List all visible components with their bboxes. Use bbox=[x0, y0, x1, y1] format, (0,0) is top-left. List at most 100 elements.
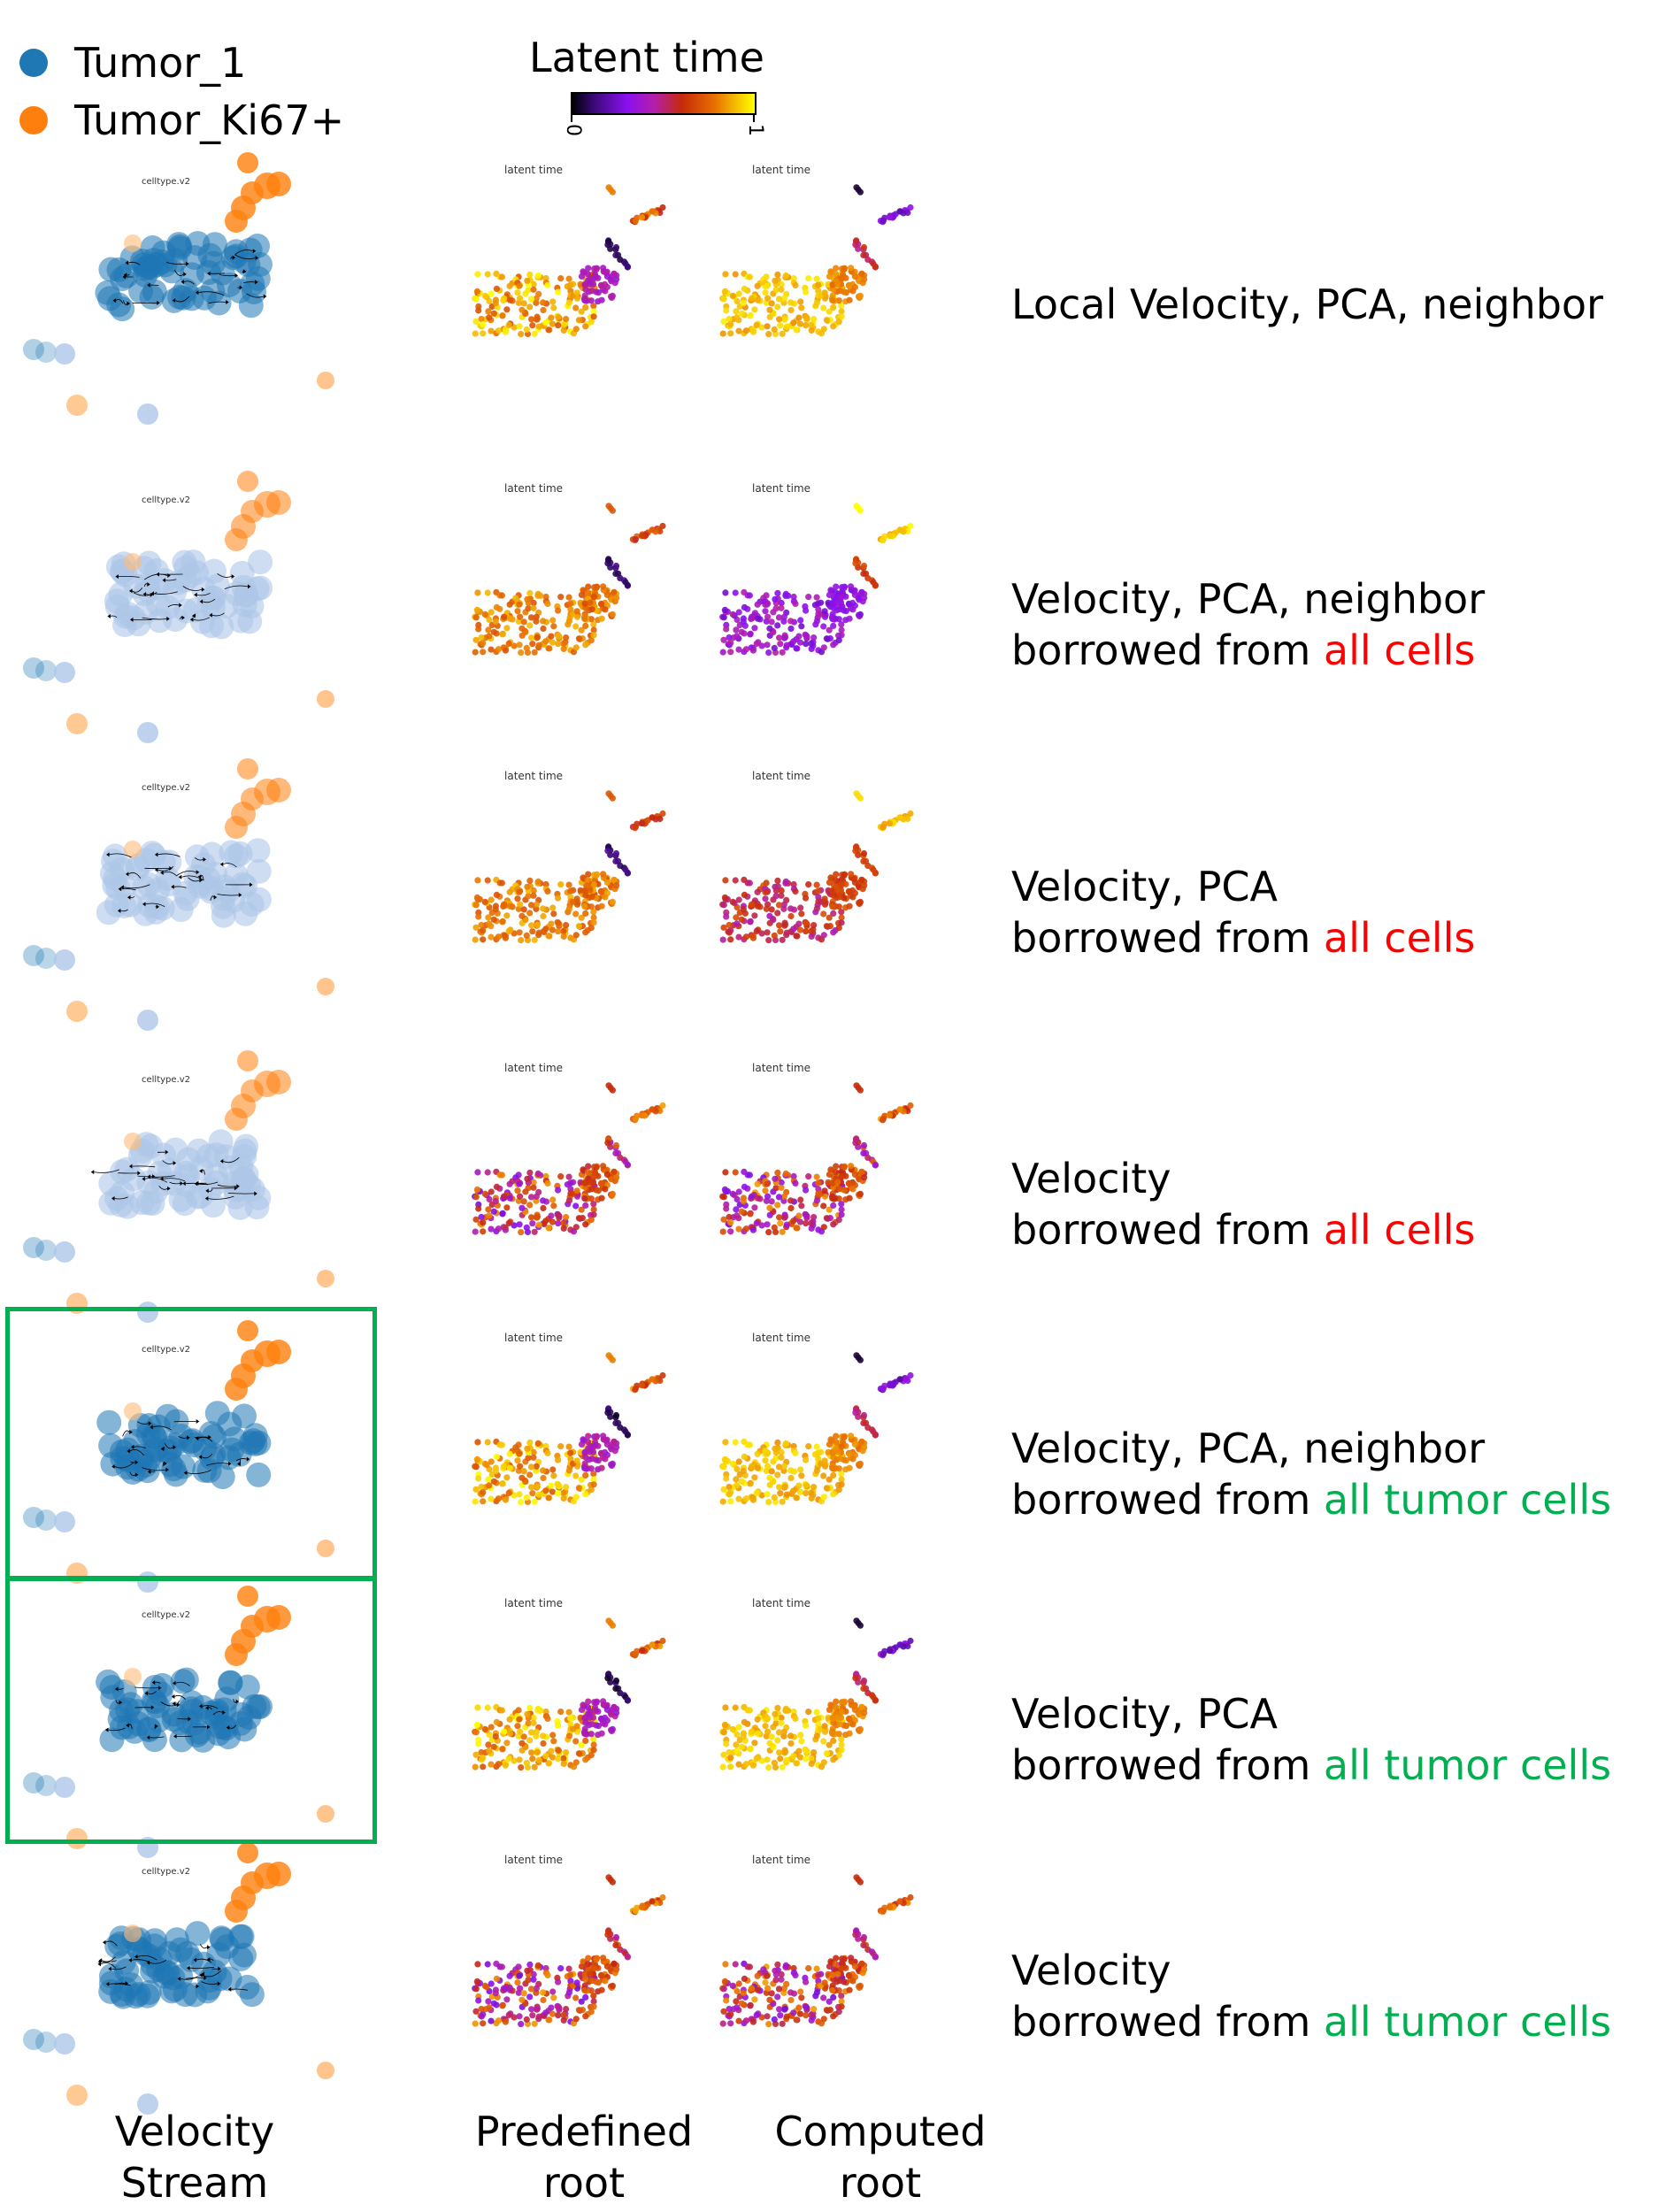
cell-point bbox=[808, 1755, 815, 1762]
tumor-ki67-cell bbox=[225, 1643, 248, 1666]
cell-point bbox=[838, 632, 845, 639]
cell-point bbox=[498, 879, 505, 887]
cell-point bbox=[838, 1998, 845, 2005]
cell-point bbox=[542, 1964, 549, 1972]
cell-point bbox=[613, 1174, 620, 1181]
cell-point bbox=[533, 613, 540, 620]
row-label-line: Velocity, PCA bbox=[1011, 861, 1475, 912]
panel-title: latent time bbox=[752, 1597, 811, 1609]
cell-point bbox=[478, 1213, 485, 1221]
cell-point bbox=[723, 307, 730, 314]
cell-point bbox=[526, 1993, 534, 2001]
cell-point bbox=[565, 299, 572, 306]
cell-point bbox=[732, 589, 739, 596]
cell-point bbox=[803, 919, 810, 926]
cell-point bbox=[598, 1986, 605, 1993]
cell-point bbox=[826, 1206, 833, 1213]
cell-point bbox=[531, 936, 538, 943]
cell-point bbox=[830, 1221, 837, 1228]
cell-point bbox=[472, 636, 480, 643]
tumor-1-cell bbox=[118, 1692, 143, 1717]
cell-point bbox=[480, 649, 487, 656]
cell-point bbox=[772, 277, 779, 284]
cell-point bbox=[746, 1441, 753, 1448]
cell-point bbox=[611, 588, 618, 595]
cell-point bbox=[560, 927, 567, 934]
cell-point bbox=[848, 1955, 855, 1962]
cell-point bbox=[533, 1193, 540, 1200]
cell-point bbox=[560, 321, 567, 328]
streamline bbox=[197, 1181, 219, 1186]
cell-point bbox=[805, 1173, 812, 1180]
tumor-1-cell bbox=[188, 1156, 214, 1181]
cell-point bbox=[726, 1748, 733, 1756]
streamline bbox=[199, 1944, 208, 1949]
cell-point bbox=[813, 275, 820, 282]
stream-arrow bbox=[134, 1954, 138, 1959]
cell-point bbox=[719, 1498, 726, 1505]
cell-point bbox=[852, 1932, 859, 1939]
stream-arrow bbox=[166, 616, 170, 621]
cell-point bbox=[797, 904, 804, 911]
cell-point bbox=[787, 1204, 795, 1212]
cell-point bbox=[849, 1721, 856, 1728]
cell-point bbox=[754, 1716, 761, 1723]
cell-point bbox=[793, 326, 800, 334]
cell-point bbox=[829, 902, 836, 910]
cell-point bbox=[582, 1993, 589, 2001]
cell-point bbox=[518, 1996, 526, 2003]
row-label-highlight: all cells bbox=[1323, 626, 1476, 674]
cell-point bbox=[749, 1496, 757, 1503]
cell-point bbox=[590, 626, 597, 634]
cell-point bbox=[530, 892, 537, 899]
cell-point bbox=[587, 1970, 594, 1978]
cell-point bbox=[754, 296, 761, 303]
cell-point bbox=[472, 649, 479, 656]
row-label-text: borrowed from bbox=[1011, 914, 1324, 962]
row-label-7: Velocity borrowed from all tumor cells bbox=[1011, 1945, 1611, 2047]
cell-point bbox=[846, 1194, 853, 1202]
cell-point bbox=[498, 1963, 505, 1970]
panel-title: latent time bbox=[504, 1854, 564, 1866]
cell-point bbox=[829, 600, 836, 607]
cell-point bbox=[720, 1216, 727, 1223]
cell-point bbox=[588, 1731, 595, 1738]
streamline bbox=[114, 1196, 128, 1200]
cell-point bbox=[872, 869, 879, 876]
cell-point bbox=[609, 507, 616, 514]
cell-point bbox=[565, 1732, 572, 1740]
cell-point bbox=[590, 1481, 597, 1488]
stream-arrow bbox=[187, 1965, 190, 1970]
cell-point bbox=[572, 1202, 580, 1210]
cell-point bbox=[555, 1747, 562, 1754]
streamline bbox=[132, 1165, 156, 1168]
cell-point bbox=[829, 1194, 836, 1202]
cell-point bbox=[803, 2012, 810, 2019]
cell-point bbox=[776, 1484, 783, 1491]
cell-point bbox=[721, 1721, 728, 1728]
cell-point bbox=[764, 2013, 771, 2020]
cell-point bbox=[612, 1411, 620, 1419]
cell-point bbox=[593, 1699, 600, 1706]
cell-point bbox=[879, 1908, 887, 1915]
cell-point bbox=[754, 1972, 761, 1979]
colorbar-tick-min bbox=[571, 113, 572, 122]
streamline bbox=[111, 1966, 127, 1970]
cell-point bbox=[493, 1718, 500, 1725]
cell-point bbox=[733, 1741, 740, 1748]
cell-point bbox=[587, 280, 594, 288]
cell-point bbox=[764, 295, 772, 302]
scatter-plot bbox=[472, 1874, 666, 2028]
streamline bbox=[169, 1181, 180, 1185]
cell-point bbox=[567, 1715, 574, 1722]
cell-point bbox=[768, 1468, 775, 1475]
cell-point bbox=[766, 1474, 773, 1481]
panel-title: latent time bbox=[504, 1062, 564, 1074]
tumor-1-cell bbox=[228, 1946, 254, 1971]
cell-point bbox=[827, 1958, 834, 1965]
stream-arrow bbox=[142, 1176, 145, 1181]
streamline bbox=[210, 895, 215, 901]
cell-point bbox=[584, 1169, 592, 1176]
cell-point bbox=[555, 1978, 562, 1985]
cell-point bbox=[474, 1169, 481, 1176]
